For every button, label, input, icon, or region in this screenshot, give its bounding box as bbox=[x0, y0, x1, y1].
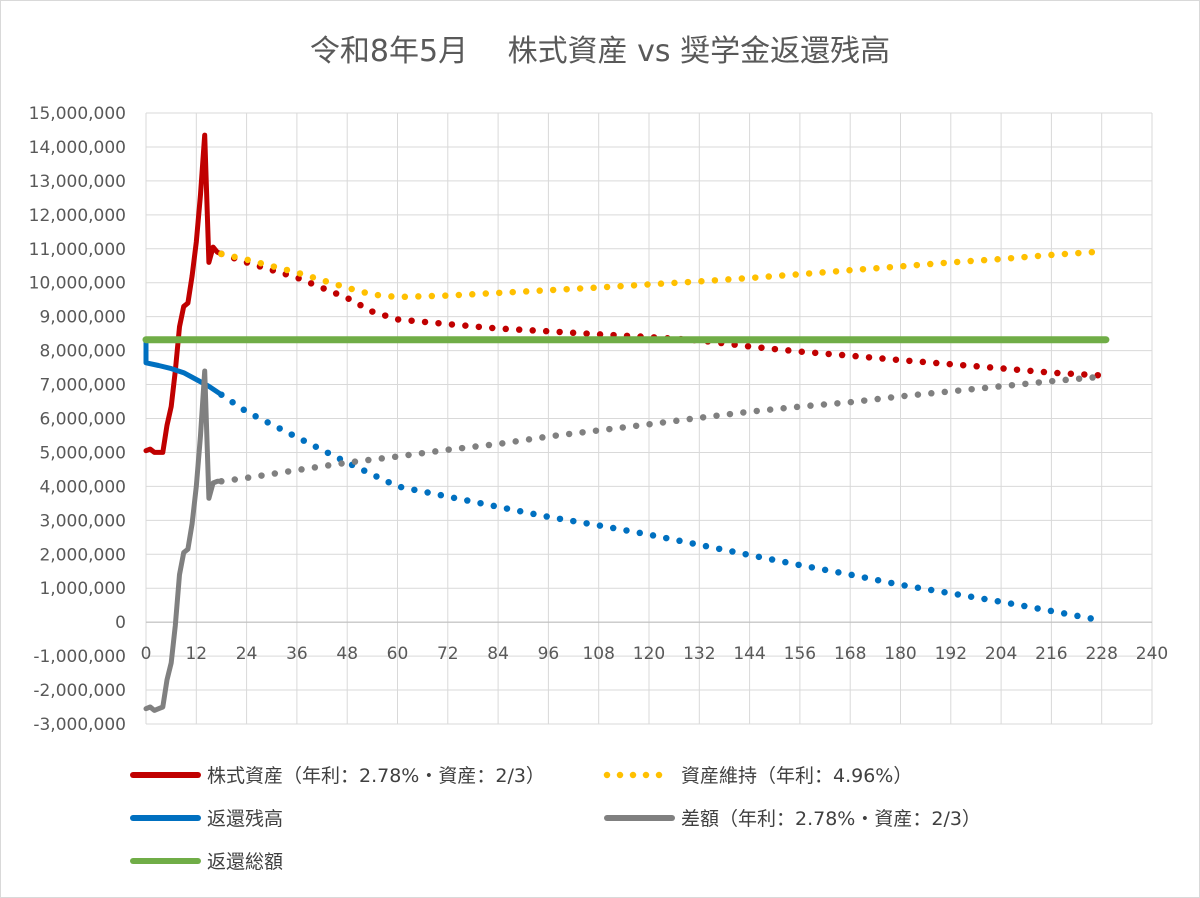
series-c00000-dotted-line bbox=[218, 250, 1105, 379]
x-tick-label: 120 bbox=[633, 644, 665, 664]
legend-item: 返還残高 bbox=[130, 808, 283, 830]
y-tick-label: 7,000,000 bbox=[39, 376, 126, 396]
x-tick-label: 168 bbox=[834, 644, 866, 664]
y-tick-label: 13,000,000 bbox=[29, 172, 126, 192]
y-tick-label: 9,000,000 bbox=[39, 308, 126, 328]
x-tick-label: 108 bbox=[582, 644, 614, 664]
legend-label: 差額（年利：2.78%・資産：2/3） bbox=[681, 808, 981, 830]
y-tick-label: 14,000,000 bbox=[29, 138, 126, 158]
y-tick-label: -3,000,000 bbox=[33, 715, 126, 735]
y-tick-label: 11,000,000 bbox=[29, 240, 126, 260]
x-tick-label: 228 bbox=[1085, 644, 1117, 664]
legend-item: 資産維持（年利：4.96%） bbox=[603, 765, 912, 787]
y-tick-label: 3,000,000 bbox=[39, 511, 126, 531]
y-tick-label: 4,000,000 bbox=[39, 477, 126, 497]
x-tick-label: 192 bbox=[935, 644, 967, 664]
x-tick-label: 36 bbox=[286, 644, 308, 664]
y-tick-label: 1,000,000 bbox=[39, 579, 126, 599]
series-808080-dotted-line bbox=[218, 373, 1105, 485]
series-ffc000-dotted-line bbox=[218, 248, 1105, 301]
series-808080-line bbox=[143, 368, 224, 713]
legend-label: 返還総額 bbox=[207, 851, 283, 873]
legend-label: 返還残高 bbox=[207, 808, 283, 830]
y-tick-label: 0 bbox=[115, 613, 126, 633]
legend-item: 差額（年利：2.78%・資産：2/3） bbox=[604, 808, 981, 830]
y-tick-label: 2,000,000 bbox=[39, 545, 126, 565]
x-axis-ticks: 0 12 24 36 48 60 72 84 96 108 120 132 144 156 168 180 19… bbox=[141, 644, 1169, 664]
y-tick-label: 10,000,000 bbox=[29, 274, 126, 294]
legend-label: 資産維持（年利：4.96%） bbox=[681, 765, 912, 787]
x-tick-label: 60 bbox=[387, 644, 409, 664]
x-tick-label: 156 bbox=[784, 644, 816, 664]
gridlines bbox=[145, 112, 1153, 725]
y-tick-label: 8,000,000 bbox=[39, 342, 126, 362]
chart-title: 令和8年5月 株式資産 vs 奨学金返還残高 bbox=[310, 34, 890, 69]
x-tick-label: 204 bbox=[985, 644, 1017, 664]
x-tick-label: 96 bbox=[538, 644, 560, 664]
x-tick-label: 240 bbox=[1136, 644, 1168, 664]
x-tick-label: 24 bbox=[236, 644, 258, 664]
x-tick-label: 180 bbox=[884, 644, 916, 664]
y-tick-label: 6,000,000 bbox=[39, 410, 126, 430]
y-tick-label: -2,000,000 bbox=[33, 681, 126, 701]
y-tick-label: 5,000,000 bbox=[39, 443, 126, 463]
series-0070c0-line bbox=[143, 337, 224, 398]
y-axis-ticks: -3,000,000 -2,000,000 -1,000,000 0 1,000,000… bbox=[29, 104, 126, 735]
series-0070c0-dotted-line bbox=[218, 391, 1105, 624]
x-tick-label: 48 bbox=[336, 644, 358, 664]
x-tick-label: 216 bbox=[1035, 644, 1067, 664]
legend-label: 株式資産（年利：2.78%・資産：2/3） bbox=[207, 765, 545, 787]
x-tick-label: 84 bbox=[487, 644, 509, 664]
legend: 株式資産（年利：2.78%・資産：2/3） 資産維持（年利：4.96%） 返還残高 差… bbox=[130, 765, 981, 873]
series-c00000-line bbox=[143, 132, 224, 455]
x-tick-label: 132 bbox=[683, 644, 715, 664]
legend-item: 株式資産（年利：2.78%・資産：2/3） bbox=[130, 765, 545, 787]
plot-series bbox=[142, 132, 1110, 713]
y-tick-label: 12,000,000 bbox=[29, 206, 126, 226]
x-tick-label: 144 bbox=[733, 644, 765, 664]
legend-item: 返還総額 bbox=[130, 851, 283, 873]
y-tick-label: 15,000,000 bbox=[29, 104, 126, 124]
y-tick-label: -1,000,000 bbox=[33, 647, 126, 667]
x-tick-label: 12 bbox=[185, 644, 207, 664]
x-tick-label: 0 bbox=[141, 644, 152, 664]
x-tick-label: 72 bbox=[437, 644, 459, 664]
